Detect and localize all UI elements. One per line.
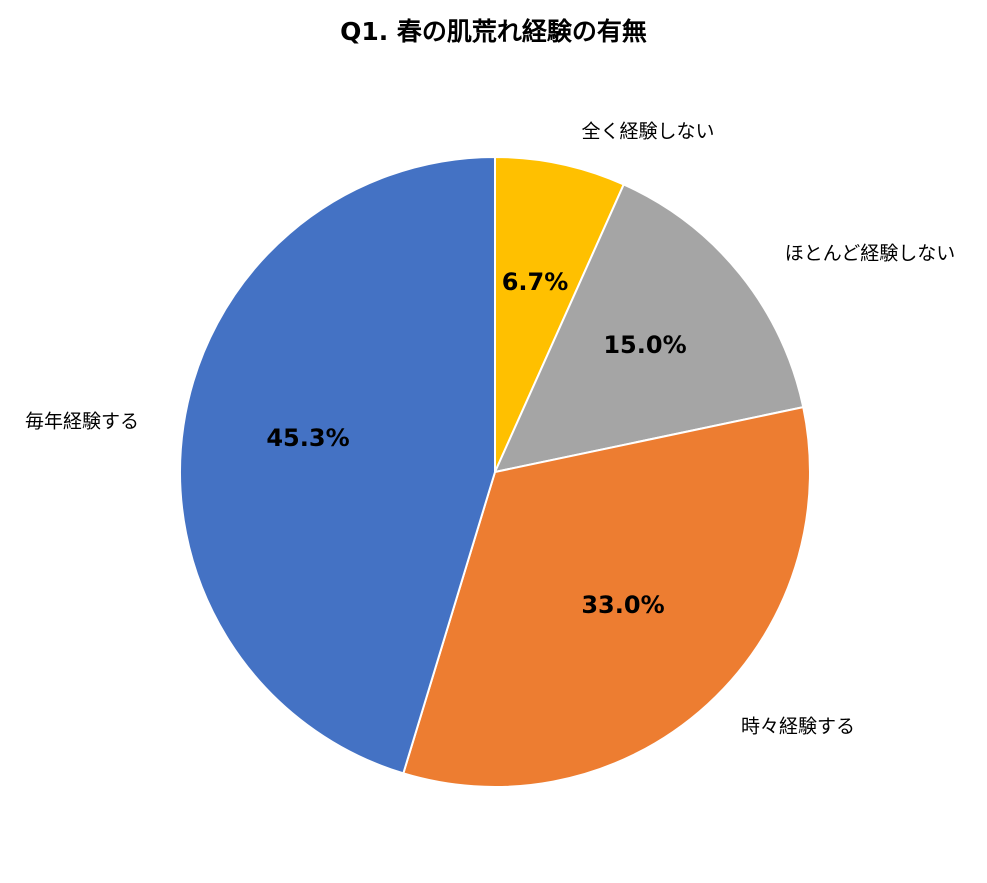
slice-value-label: 6.7% [502,268,569,296]
slice-category-label: 全く経験しない [581,121,714,143]
pie-slice [493,183,805,474]
chart-title: Q1. 春の肌荒れ経験の有無 [340,17,647,46]
slice-value-label: 33.0% [581,591,664,619]
slice-category-label: ほとんど経験しない [785,243,955,265]
slice-value-label: 15.0% [603,331,686,359]
pie-slice [179,155,496,775]
slice-value-label: 45.3% [266,424,349,452]
pie-slice [402,405,811,788]
pie-slice [494,155,626,473]
slice-category-label: 毎年経験する [25,411,139,433]
slice-category-label: 時々経験する [741,716,855,738]
